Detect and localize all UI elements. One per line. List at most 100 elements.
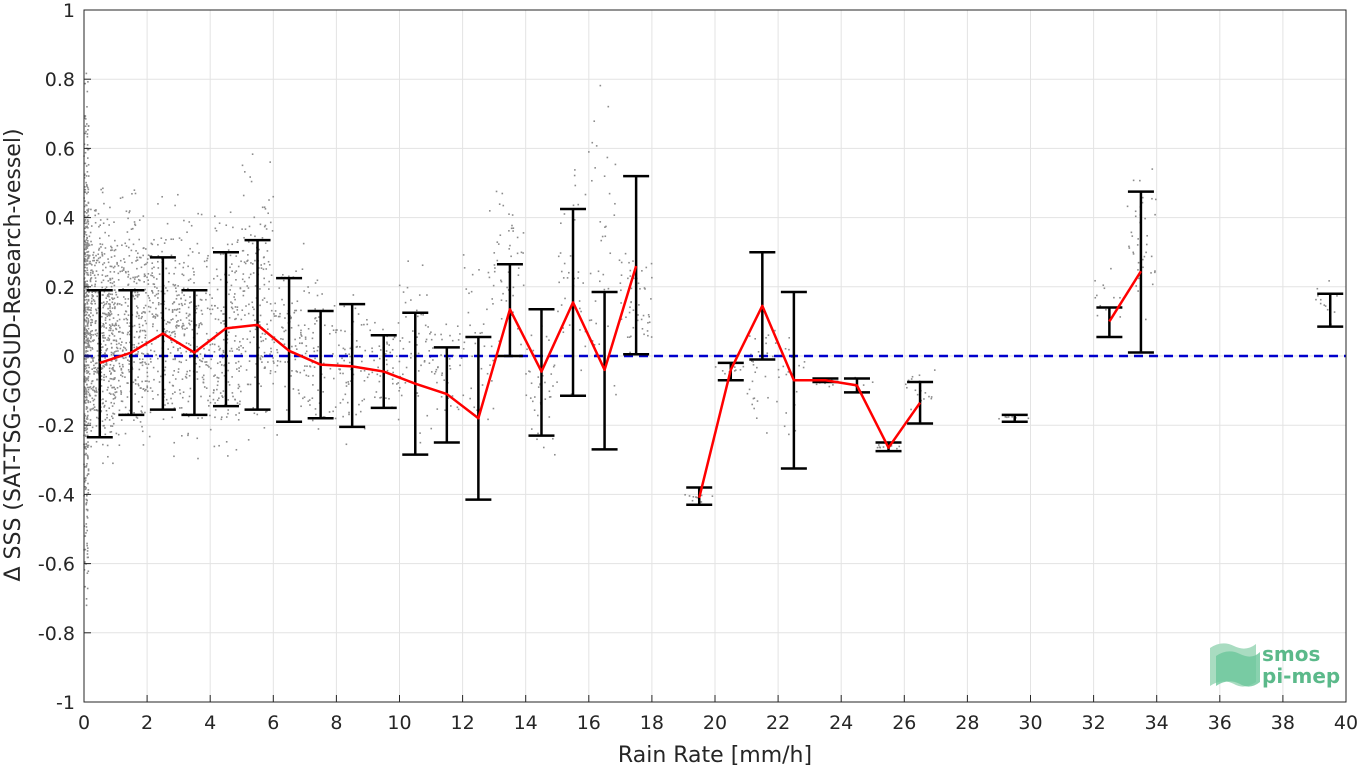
scatter-point: [144, 361, 146, 364]
scatter-point: [251, 301, 254, 304]
scatter-point: [127, 359, 129, 361]
scatter-point: [86, 542, 88, 545]
scatter-point: [721, 370, 724, 372]
scatter-point: [609, 252, 612, 255]
scatter-point: [93, 209, 96, 212]
scatter-point: [129, 277, 132, 280]
scatter-point: [91, 348, 94, 350]
scatter-point: [140, 410, 143, 412]
scatter-point: [405, 316, 407, 318]
scatter-point: [259, 336, 262, 338]
scatter-point: [157, 393, 159, 396]
scatter-point: [88, 244, 91, 247]
scatter-point: [85, 347, 88, 350]
scatter-point: [125, 349, 128, 351]
scatter-point: [108, 339, 110, 342]
scatter-point: [101, 191, 104, 194]
scatter-point: [138, 238, 141, 241]
scatter-point: [187, 432, 190, 435]
scatter-point: [86, 322, 89, 324]
scatter-point: [83, 260, 86, 262]
scatter-point: [95, 312, 98, 315]
scatter-point: [85, 388, 87, 391]
scatter-point: [93, 367, 95, 369]
scatter-point: [486, 372, 489, 375]
scatter-point: [400, 394, 403, 397]
scatter-point: [127, 331, 129, 334]
scatter-point: [620, 302, 622, 304]
scatter-point: [114, 306, 116, 308]
scatter-point: [87, 401, 90, 404]
scatter-point: [105, 302, 108, 305]
scatter-point: [86, 325, 89, 327]
scatter-point: [89, 349, 92, 352]
scatter-point: [125, 317, 128, 320]
scatter-point: [113, 249, 116, 252]
scatter-point: [241, 309, 244, 312]
scatter-point: [198, 323, 201, 325]
scatter-point: [108, 324, 111, 326]
scatter-point: [85, 356, 88, 359]
scatter-point: [492, 284, 495, 287]
scatter-point: [214, 227, 217, 230]
scatter-point: [491, 298, 494, 300]
scatter-point: [512, 311, 514, 314]
scatter-point: [316, 349, 319, 352]
scatter-point: [165, 238, 167, 241]
scatter-point: [258, 267, 260, 269]
scatter-point: [481, 331, 483, 334]
scatter-point: [223, 313, 225, 315]
scatter-point: [228, 293, 230, 296]
scatter-point: [87, 457, 89, 460]
scatter-point: [87, 210, 89, 212]
scatter-point: [232, 395, 234, 398]
scatter-point: [416, 315, 419, 318]
scatter-point: [265, 411, 267, 413]
scatter-point: [531, 400, 534, 403]
scatter-point: [84, 118, 87, 120]
scatter-point: [333, 305, 336, 307]
scatter-point: [86, 508, 89, 511]
scatter-point: [102, 312, 104, 315]
scatter-point: [139, 361, 142, 364]
scatter-point: [629, 275, 632, 277]
scatter-point: [171, 416, 174, 419]
scatter-point: [526, 348, 528, 351]
scatter-point: [397, 322, 400, 324]
scatter-point: [133, 297, 136, 300]
scatter-point: [312, 374, 314, 377]
scatter-point: [183, 219, 185, 222]
scatter-point: [96, 370, 99, 372]
scatter-point: [270, 347, 272, 350]
scatter-point: [102, 322, 105, 325]
scatter-point: [1145, 318, 1147, 321]
scatter-point: [85, 245, 87, 248]
scatter-point: [603, 288, 606, 291]
scatter-point: [94, 285, 96, 288]
scatter-point: [824, 382, 826, 385]
scatter-point: [1150, 255, 1153, 258]
scatter-point: [767, 334, 770, 336]
scatter-point: [187, 254, 190, 257]
scatter-point: [87, 364, 90, 366]
scatter-point: [209, 308, 211, 311]
scatter-point: [274, 302, 276, 305]
scatter-point: [160, 237, 163, 240]
scatter-point: [1138, 277, 1140, 280]
scatter-point: [164, 360, 167, 363]
scatter-point: [108, 407, 111, 410]
scatter-point: [115, 340, 118, 343]
scatter-point: [135, 294, 137, 297]
scatter-point: [84, 299, 86, 301]
scatter-point: [237, 383, 240, 386]
scatter-point: [300, 405, 302, 408]
scatter-point: [177, 285, 179, 287]
scatter-point: [1139, 179, 1141, 182]
scatter-point: [91, 397, 94, 400]
scatter-point: [312, 384, 314, 386]
scatter-point: [93, 256, 95, 259]
scatter-point: [146, 386, 149, 389]
scatter-point: [295, 309, 298, 312]
scatter-point: [86, 350, 89, 353]
scatter-point: [145, 322, 148, 325]
